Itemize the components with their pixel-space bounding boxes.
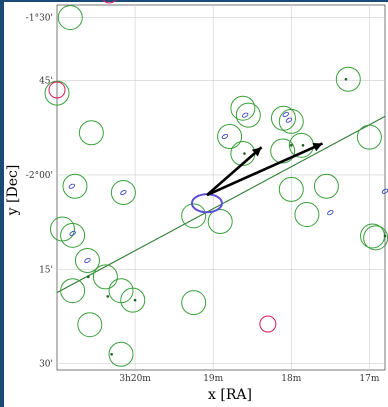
y-tick-label: -1°30' bbox=[26, 14, 53, 24]
y-tick-label: 30' bbox=[39, 360, 53, 370]
source-circle bbox=[230, 95, 256, 121]
magenta-circle bbox=[259, 315, 277, 333]
y-tick-label: -2°00' bbox=[26, 171, 53, 181]
source-circle bbox=[92, 264, 118, 290]
vector-arrow-shaft bbox=[206, 142, 324, 197]
blue-ellipse bbox=[68, 183, 76, 189]
blue-ellipse bbox=[221, 133, 229, 140]
point-marker bbox=[383, 234, 387, 238]
source-circle bbox=[217, 124, 243, 150]
source-circle bbox=[78, 120, 104, 146]
blue-ellipse bbox=[327, 210, 334, 216]
x-tick-label: 18m bbox=[281, 374, 301, 384]
y-tick-label: 15' bbox=[39, 265, 53, 275]
source-circle bbox=[60, 278, 86, 304]
source-circle bbox=[356, 124, 382, 150]
source-circle bbox=[62, 173, 88, 199]
point-marker bbox=[86, 275, 90, 279]
source-circle bbox=[77, 312, 103, 338]
tick-labels: 3h20m 19m 18m 17m -1°30' 45' -2°00' 15' 30' bbox=[26, 14, 380, 384]
source-circle bbox=[181, 203, 207, 229]
vector-arrow-head bbox=[312, 143, 323, 152]
x-tick-label: 19m bbox=[203, 374, 223, 384]
source-circle bbox=[74, 248, 100, 273]
point-marker bbox=[106, 295, 110, 298]
blue-ellipse bbox=[285, 117, 293, 123]
blue-ellipse bbox=[120, 189, 127, 196]
y-tick-label: 45' bbox=[39, 77, 53, 87]
point-marker bbox=[344, 77, 348, 81]
source-circle bbox=[235, 102, 261, 128]
blue-ellipse bbox=[242, 112, 249, 118]
point-marker bbox=[243, 152, 246, 155]
source-circle bbox=[270, 138, 296, 164]
data-marks bbox=[44, 0, 388, 367]
blue-ellipse bbox=[84, 257, 91, 264]
source-circle bbox=[335, 66, 361, 92]
source-circle bbox=[110, 180, 136, 206]
source-circle bbox=[108, 341, 134, 367]
grid-lines bbox=[57, 5, 385, 370]
blue-ellipse bbox=[69, 230, 76, 236]
x-axis-label: x [RA] bbox=[208, 387, 252, 403]
source-circle bbox=[288, 132, 314, 158]
source-circle bbox=[49, 216, 75, 242]
source-circle bbox=[57, 5, 83, 31]
x-tick-label: 17m bbox=[359, 374, 379, 384]
vector-arrow-shaft bbox=[206, 146, 263, 197]
y-axis-label: y [Dec] bbox=[5, 165, 21, 217]
magenta-circle bbox=[48, 81, 66, 99]
source-circle bbox=[278, 176, 304, 202]
point-marker bbox=[133, 298, 137, 302]
source-circle bbox=[120, 287, 146, 313]
point-marker bbox=[289, 144, 293, 147]
source-circle bbox=[294, 202, 320, 228]
magenta-circle bbox=[102, 0, 117, 4]
point-marker bbox=[301, 144, 305, 147]
source-circle bbox=[313, 173, 339, 199]
source-circle bbox=[44, 80, 70, 106]
source-circle bbox=[278, 108, 304, 134]
source-circle bbox=[207, 208, 233, 234]
x-tick-label: 3h20m bbox=[119, 374, 151, 384]
vector-arrow-head bbox=[251, 147, 262, 157]
point-marker bbox=[110, 352, 113, 356]
blue-ellipse bbox=[282, 111, 290, 118]
source-circle bbox=[181, 290, 207, 316]
